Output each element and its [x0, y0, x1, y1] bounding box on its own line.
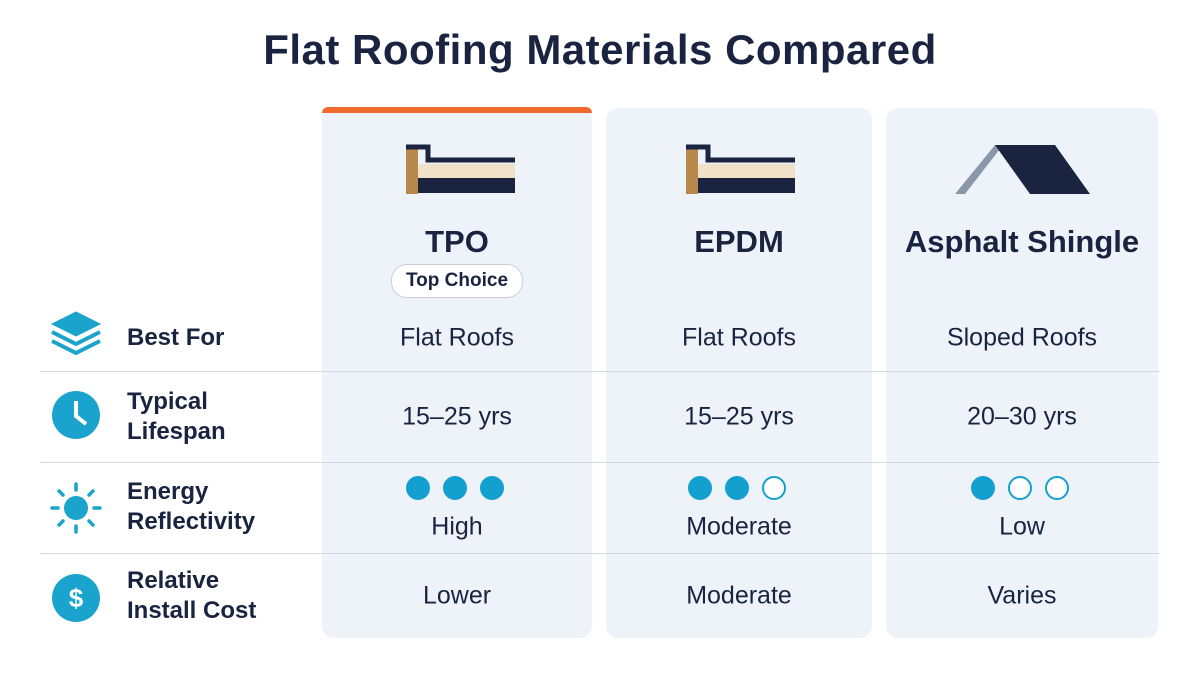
cell-value: Low: [999, 512, 1045, 541]
row-label: Reflectivity: [127, 508, 256, 535]
rating-dot: [688, 476, 712, 500]
flat-roof-icon: [406, 144, 515, 194]
divider: [40, 553, 1160, 554]
cell-value: 15–25 yrs: [402, 402, 512, 431]
row-label: Energy: [127, 478, 209, 505]
column-name: TPO: [425, 224, 489, 259]
rating-dot: [762, 476, 786, 500]
rating-dot: [725, 476, 749, 500]
rating-dot: [1045, 476, 1069, 500]
divider: [40, 462, 1160, 463]
cell-value: Flat Roofs: [400, 323, 514, 352]
column-name: Asphalt Shingle: [904, 224, 1140, 259]
cell-value: Varies: [987, 581, 1057, 610]
cell-value: Flat Roofs: [682, 323, 796, 352]
row-label: Relative: [127, 567, 220, 594]
card: [886, 108, 1158, 638]
cell-value: 15–25 yrs: [684, 402, 794, 431]
card: [606, 108, 872, 638]
sloped-roof-icon: [955, 145, 1090, 194]
divider: [40, 371, 1160, 372]
row-label: Best For: [127, 324, 225, 351]
svg-text:$: $: [69, 583, 84, 613]
cell-value: High: [431, 512, 483, 541]
cell-value: Moderate: [686, 581, 792, 610]
highlight-bar: [322, 107, 592, 113]
row-label: Install Cost: [127, 597, 257, 624]
row-label: Lifespan: [127, 418, 226, 445]
rating-dot: [1008, 476, 1032, 500]
rating-dot: [480, 476, 504, 500]
column-name: EPDM: [694, 224, 784, 259]
badge: Top Choice: [390, 264, 524, 298]
flat-roof-icon: [686, 144, 795, 194]
card: [322, 108, 592, 638]
cell-value: Sloped Roofs: [946, 323, 1098, 352]
cell-value: 20–30 yrs: [967, 402, 1077, 431]
cell-value: Lower: [422, 581, 492, 610]
title: Flat Roofing Materials Compared: [263, 26, 937, 73]
cell-value: Moderate: [686, 512, 792, 541]
rating-dot: [971, 476, 995, 500]
row-label: Typical: [127, 388, 208, 415]
row-icons: $: [50, 311, 102, 622]
rating-dot: [406, 476, 430, 500]
rating-dot: [443, 476, 467, 500]
